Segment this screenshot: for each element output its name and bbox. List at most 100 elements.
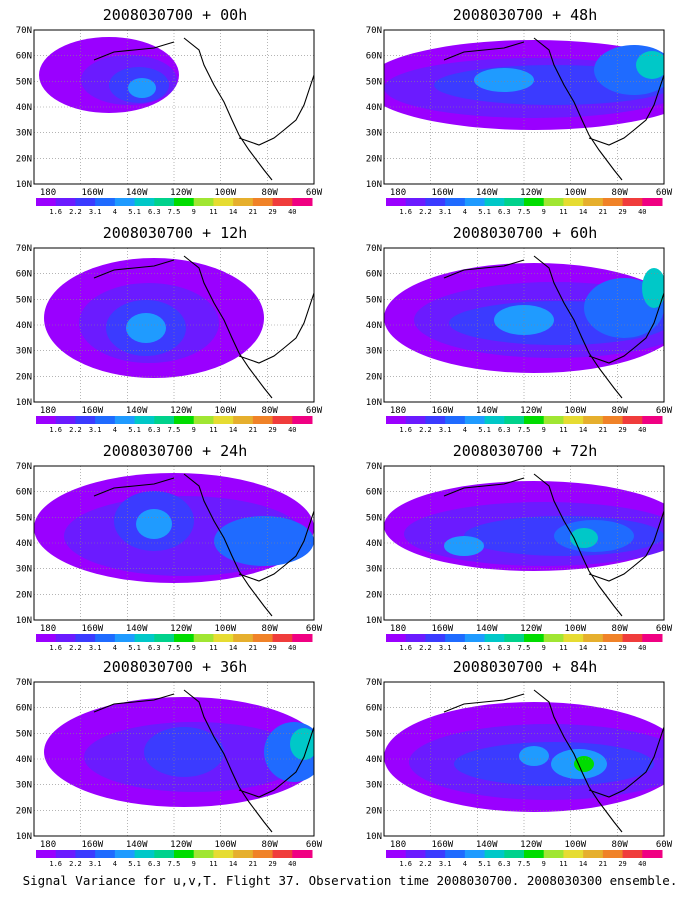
colorbar-label: 3.1 <box>89 860 102 868</box>
colorbar-swatch <box>583 850 604 858</box>
colorbar-label: 11 <box>559 426 567 434</box>
lon-tick-label: 120W <box>520 406 542 416</box>
colorbar-swatch <box>386 198 407 206</box>
lat-tick-label: 50N <box>16 77 32 87</box>
lon-tick-label: 160W <box>431 188 453 198</box>
colorbar-label: 29 <box>618 208 626 216</box>
lat-tick-label: 10N <box>16 832 32 842</box>
lat-tick-label: 30N <box>16 781 32 791</box>
colorbar-label: 11 <box>209 426 217 434</box>
map-panel: 2008030700 + 24h 70N 60N 50N 40N 30N 20N 10N 180… <box>10 440 340 660</box>
lat-tick-label: 30N <box>16 129 32 139</box>
coastline <box>443 255 664 399</box>
lat-tick-label: 60N <box>16 52 32 62</box>
lon-tick-label: 80W <box>262 406 279 416</box>
colorbar-swatch <box>233 634 254 642</box>
variance-contour <box>636 51 664 79</box>
colorbar-swatch <box>75 850 96 858</box>
colorbar-swatch <box>134 850 155 858</box>
lat-tick-label: 30N <box>366 781 382 791</box>
lat-tick-label: 40N <box>16 103 32 113</box>
map-plot: 70N 60N 50N 40N 30N 20N 10N 180 160W 140W 120W 100W… <box>16 462 323 652</box>
colorbar-swatch <box>445 850 466 858</box>
colorbar-swatch <box>563 634 584 642</box>
colorbar-swatch <box>292 634 313 642</box>
colorbar-swatch <box>602 850 624 858</box>
colorbar-label: 6.3 <box>148 426 161 434</box>
colorbar-swatch <box>193 850 214 858</box>
colorbar-swatch <box>134 198 155 206</box>
colorbar-label: 40 <box>288 860 296 868</box>
lon-tick-label: 100W <box>564 624 586 634</box>
lon-tick-label: 140W <box>476 840 498 850</box>
colorbar-swatch <box>563 198 584 206</box>
colorbar-swatch <box>233 850 254 858</box>
colorbar-label: 3.1 <box>89 426 102 434</box>
lat-tick-label: 20N <box>366 806 382 816</box>
lat-tick-label: 30N <box>16 565 32 575</box>
lat-tick-label: 50N <box>366 295 382 305</box>
colorbar-swatch <box>114 634 136 642</box>
colorbar-label: 21 <box>249 860 257 868</box>
panel-title: 2008030700 + 12h <box>102 224 248 242</box>
colorbar-label: 6.3 <box>498 860 511 868</box>
lon-tick-label: 60W <box>306 188 323 198</box>
colorbar-label: 3.1 <box>439 208 452 216</box>
colorbar-swatch <box>154 850 175 858</box>
colorbar-swatch <box>95 198 116 206</box>
lon-tick-label: 60W <box>306 624 323 634</box>
colorbar-label: 9 <box>542 208 546 216</box>
colorbar-label: 9 <box>542 644 546 652</box>
colorbar-label: 14 <box>579 860 587 868</box>
colorbar-swatch <box>55 416 76 424</box>
colorbar-label: 9 <box>542 860 546 868</box>
colorbar-label: 3.1 <box>89 644 102 652</box>
colorbar-label: 21 <box>599 860 607 868</box>
lat-tick-label: 60N <box>366 52 382 62</box>
colorbar-swatch <box>292 850 313 858</box>
colorbar-swatch <box>602 634 624 642</box>
colorbar-label: 14 <box>229 426 237 434</box>
lon-tick-label: 60W <box>656 406 673 416</box>
colorbar-swatch <box>193 198 214 206</box>
colorbar-swatch <box>524 850 545 858</box>
colorbar-swatch <box>602 198 624 206</box>
colorbar-swatch <box>543 416 564 424</box>
colorbar-swatch <box>405 850 426 858</box>
lon-tick-label: 180 <box>390 406 406 416</box>
lat-tick-label: 10N <box>366 616 382 626</box>
colorbar-swatch <box>622 416 643 424</box>
coastline <box>443 37 664 181</box>
colorbar-label: 11 <box>559 644 567 652</box>
colorbar-label: 2.2 <box>419 426 432 434</box>
colorbar-label: 40 <box>638 860 646 868</box>
colorbar-label: 5.1 <box>478 208 491 216</box>
colorbar-label: 2.2 <box>419 644 432 652</box>
colorbar-swatch <box>484 416 505 424</box>
map-frame <box>33 29 315 185</box>
colorbar-label: 2.2 <box>69 644 82 652</box>
lon-tick-label: 80W <box>612 840 629 850</box>
colorbar-swatch <box>524 634 545 642</box>
lat-tick-label: 60N <box>366 488 382 498</box>
lat-tick-label: 50N <box>366 729 382 739</box>
colorbar-swatch <box>95 850 116 858</box>
variance-contour <box>474 68 534 92</box>
colorbar-label: 5.1 <box>128 208 141 216</box>
lat-tick-label: 40N <box>16 755 32 765</box>
colorbar-label: 7.5 <box>168 426 181 434</box>
lat-tick-label: 70N <box>366 244 382 254</box>
colorbar-swatch <box>114 198 136 206</box>
colorbar-swatch <box>445 634 466 642</box>
colorbar-label: 21 <box>599 644 607 652</box>
colorbar-label: 1.6 <box>49 644 62 652</box>
map-panel: 2008030700 + 36h 70N 60N 50N 40N 30N 20N 10N 180… <box>10 656 340 876</box>
lat-tick-label: 70N <box>16 462 32 472</box>
colorbar-swatch <box>213 198 234 206</box>
map-panel: 2008030700 + 84h 70N 60N 50N 40N 30N 20N 10N 180… <box>360 656 690 876</box>
colorbar-swatch <box>252 198 274 206</box>
colorbar-label: 6.3 <box>498 208 511 216</box>
colorbar-label: 14 <box>579 644 587 652</box>
colorbar-label: 7.5 <box>518 426 531 434</box>
colorbar-swatch <box>622 198 643 206</box>
